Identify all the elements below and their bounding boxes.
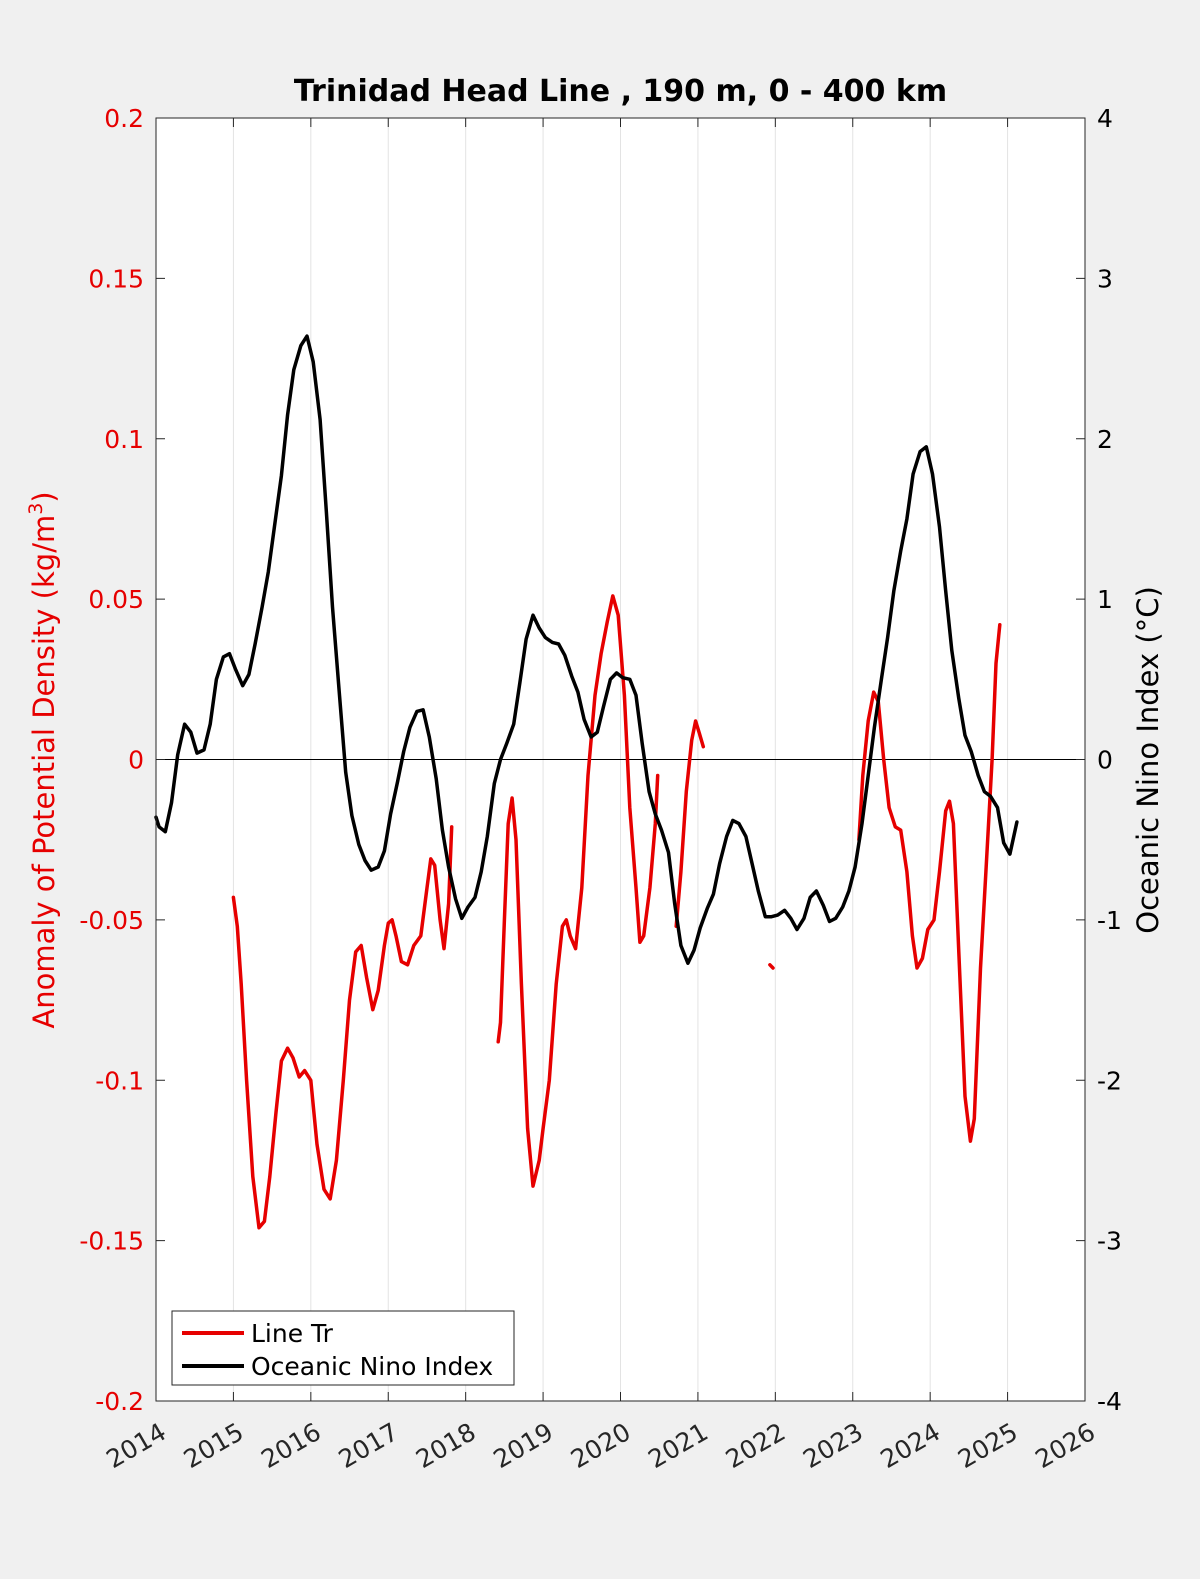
- line-tr-series-segment: [496, 594, 660, 1188]
- y-right-tick-label: 3: [1097, 264, 1113, 293]
- legend: Line Tr Oceanic Nino Index: [171, 1310, 515, 1386]
- y-left-tick-label: 0.1: [104, 425, 144, 454]
- y-right-tick-label: 0: [1097, 746, 1113, 775]
- y-left-tick-label: -0.1: [95, 1066, 144, 1095]
- y-left-tick-label: 0.05: [88, 585, 144, 614]
- y-axis-left-label-tail: ): [27, 491, 61, 502]
- y-axis-left-label-main: Anomaly of Potential Density (kg/m: [27, 515, 61, 1029]
- y-axis-left-label-superscript: 3: [25, 503, 47, 515]
- y-right-tick-label: 2: [1097, 425, 1113, 454]
- y-right-tick-label: -3: [1097, 1227, 1122, 1256]
- y-left-tick-label: -0.2: [95, 1387, 144, 1416]
- y-right-tick-label: 1: [1097, 585, 1113, 614]
- y-right-tick-label: -1: [1097, 906, 1122, 935]
- y-left-tick-label: -0.15: [79, 1227, 144, 1256]
- oni-series-segment: [154, 334, 1019, 965]
- legend-label-line-tr: Line Tr: [251, 1319, 334, 1348]
- chart-title: Trinidad Head Line , 190 m, 0 - 400 km: [294, 74, 947, 109]
- y-axis-left-label: Anomaly of Potential Density (kg/m3): [25, 491, 61, 1028]
- y-right-tick-label: 4: [1097, 104, 1113, 133]
- y-left-tick-label: 0.15: [88, 264, 144, 293]
- y-left-tick-label: 0.2: [104, 104, 144, 133]
- line-tr-series-segment: [768, 963, 775, 970]
- series-layer: [154, 334, 1019, 1230]
- line-tr-series-segment: [231, 825, 454, 1230]
- legend-label-oni: Oceanic Nino Index: [251, 1352, 493, 1381]
- y-left-tick-label: -0.05: [79, 906, 144, 935]
- y-left-tick-label: 0: [128, 746, 144, 775]
- line-tr-series-segment: [857, 623, 1002, 1143]
- y-axis-right-label: Oceanic Nino Index (°C): [1131, 586, 1165, 934]
- legend-box: [171, 1310, 515, 1386]
- y-right-tick-label: -4: [1097, 1387, 1122, 1416]
- y-right-tick-label: -2: [1097, 1066, 1122, 1095]
- line-tr-series-segment: [674, 719, 706, 929]
